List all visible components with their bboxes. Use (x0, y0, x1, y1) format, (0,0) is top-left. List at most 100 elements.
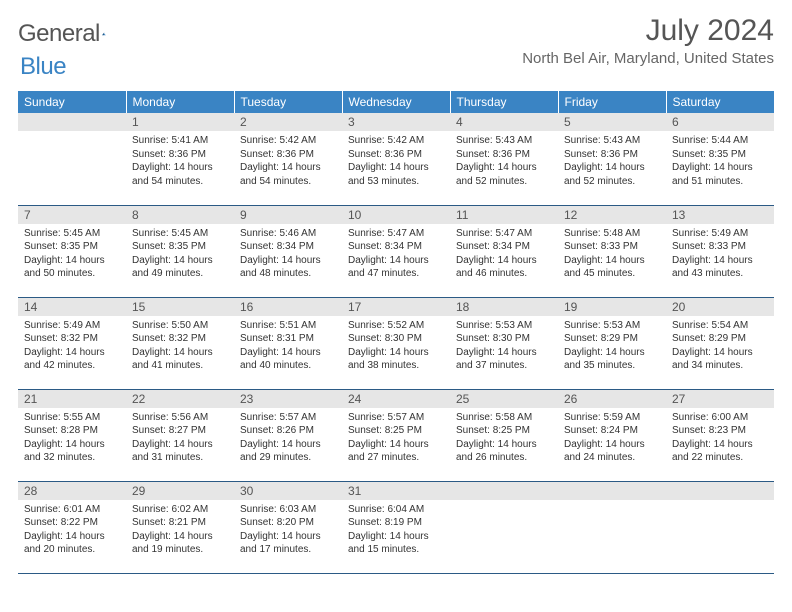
day-body: Sunrise: 5:54 AMSunset: 8:29 PMDaylight:… (666, 316, 774, 377)
day-body: Sunrise: 5:47 AMSunset: 8:34 PMDaylight:… (342, 224, 450, 285)
day-body: Sunrise: 5:59 AMSunset: 8:24 PMDaylight:… (558, 408, 666, 469)
calendar-cell: 28Sunrise: 6:01 AMSunset: 8:22 PMDayligh… (18, 481, 126, 573)
calendar-cell: 5Sunrise: 5:43 AMSunset: 8:36 PMDaylight… (558, 113, 666, 205)
month-title: July 2024 (522, 14, 774, 48)
weekday-row: SundayMondayTuesdayWednesdayThursdayFrid… (18, 91, 774, 113)
day-body: Sunrise: 5:48 AMSunset: 8:33 PMDaylight:… (558, 224, 666, 285)
day-body: Sunrise: 5:52 AMSunset: 8:30 PMDaylight:… (342, 316, 450, 377)
day-number: 28 (18, 482, 126, 500)
day-body: Sunrise: 5:51 AMSunset: 8:31 PMDaylight:… (234, 316, 342, 377)
day-body: Sunrise: 5:53 AMSunset: 8:29 PMDaylight:… (558, 316, 666, 377)
day-number: 23 (234, 390, 342, 408)
day-number: 29 (126, 482, 234, 500)
day-number (558, 482, 666, 500)
calendar-cell: 31Sunrise: 6:04 AMSunset: 8:19 PMDayligh… (342, 481, 450, 573)
day-number: 1 (126, 113, 234, 131)
day-body: Sunrise: 6:03 AMSunset: 8:20 PMDaylight:… (234, 500, 342, 561)
calendar-cell: 2Sunrise: 5:42 AMSunset: 8:36 PMDaylight… (234, 113, 342, 205)
calendar-cell (666, 481, 774, 573)
calendar-cell: 12Sunrise: 5:48 AMSunset: 8:33 PMDayligh… (558, 205, 666, 297)
calendar-cell: 21Sunrise: 5:55 AMSunset: 8:28 PMDayligh… (18, 389, 126, 481)
day-body: Sunrise: 5:42 AMSunset: 8:36 PMDaylight:… (234, 131, 342, 192)
calendar-cell: 9Sunrise: 5:46 AMSunset: 8:34 PMDaylight… (234, 205, 342, 297)
day-number: 10 (342, 206, 450, 224)
weekday-header: Thursday (450, 91, 558, 113)
day-body: Sunrise: 5:41 AMSunset: 8:36 PMDaylight:… (126, 131, 234, 192)
day-number: 22 (126, 390, 234, 408)
logo-triangle-icon (102, 25, 106, 43)
calendar-cell: 8Sunrise: 5:45 AMSunset: 8:35 PMDaylight… (126, 205, 234, 297)
calendar-cell: 16Sunrise: 5:51 AMSunset: 8:31 PMDayligh… (234, 297, 342, 389)
day-number: 12 (558, 206, 666, 224)
logo: General (18, 14, 126, 48)
calendar-cell: 27Sunrise: 6:00 AMSunset: 8:23 PMDayligh… (666, 389, 774, 481)
day-body: Sunrise: 6:00 AMSunset: 8:23 PMDaylight:… (666, 408, 774, 469)
day-number (450, 482, 558, 500)
day-number (18, 113, 126, 131)
calendar-cell: 17Sunrise: 5:52 AMSunset: 8:30 PMDayligh… (342, 297, 450, 389)
logo-general: General (18, 20, 100, 48)
calendar-cell: 6Sunrise: 5:44 AMSunset: 8:35 PMDaylight… (666, 113, 774, 205)
day-number: 15 (126, 298, 234, 316)
weekday-header: Wednesday (342, 91, 450, 113)
day-number: 16 (234, 298, 342, 316)
calendar-cell: 29Sunrise: 6:02 AMSunset: 8:21 PMDayligh… (126, 481, 234, 573)
calendar-cell: 25Sunrise: 5:58 AMSunset: 8:25 PMDayligh… (450, 389, 558, 481)
day-number: 24 (342, 390, 450, 408)
day-body: Sunrise: 5:56 AMSunset: 8:27 PMDaylight:… (126, 408, 234, 469)
day-number: 8 (126, 206, 234, 224)
day-body: Sunrise: 5:42 AMSunset: 8:36 PMDaylight:… (342, 131, 450, 192)
day-number: 3 (342, 113, 450, 131)
day-number: 27 (666, 390, 774, 408)
calendar-cell: 24Sunrise: 5:57 AMSunset: 8:25 PMDayligh… (342, 389, 450, 481)
calendar-cell: 13Sunrise: 5:49 AMSunset: 8:33 PMDayligh… (666, 205, 774, 297)
day-number: 19 (558, 298, 666, 316)
day-number: 2 (234, 113, 342, 131)
day-body: Sunrise: 5:43 AMSunset: 8:36 PMDaylight:… (450, 131, 558, 192)
day-body: Sunrise: 5:45 AMSunset: 8:35 PMDaylight:… (18, 224, 126, 285)
calendar-cell: 7Sunrise: 5:45 AMSunset: 8:35 PMDaylight… (18, 205, 126, 297)
calendar-cell: 15Sunrise: 5:50 AMSunset: 8:32 PMDayligh… (126, 297, 234, 389)
location: North Bel Air, Maryland, United States (522, 50, 774, 67)
calendar-cell: 20Sunrise: 5:54 AMSunset: 8:29 PMDayligh… (666, 297, 774, 389)
day-body: Sunrise: 5:53 AMSunset: 8:30 PMDaylight:… (450, 316, 558, 377)
day-body: Sunrise: 5:57 AMSunset: 8:26 PMDaylight:… (234, 408, 342, 469)
day-number: 7 (18, 206, 126, 224)
day-number: 26 (558, 390, 666, 408)
day-number: 11 (450, 206, 558, 224)
weekday-header: Tuesday (234, 91, 342, 113)
day-number: 4 (450, 113, 558, 131)
day-number: 17 (342, 298, 450, 316)
calendar-cell: 10Sunrise: 5:47 AMSunset: 8:34 PMDayligh… (342, 205, 450, 297)
day-number: 20 (666, 298, 774, 316)
day-body: Sunrise: 5:44 AMSunset: 8:35 PMDaylight:… (666, 131, 774, 192)
day-body: Sunrise: 5:46 AMSunset: 8:34 PMDaylight:… (234, 224, 342, 285)
day-body: Sunrise: 5:49 AMSunset: 8:32 PMDaylight:… (18, 316, 126, 377)
calendar-cell (558, 481, 666, 573)
day-body: Sunrise: 6:02 AMSunset: 8:21 PMDaylight:… (126, 500, 234, 561)
weekday-header: Saturday (666, 91, 774, 113)
day-number: 6 (666, 113, 774, 131)
day-body: Sunrise: 5:50 AMSunset: 8:32 PMDaylight:… (126, 316, 234, 377)
day-body: Sunrise: 5:45 AMSunset: 8:35 PMDaylight:… (126, 224, 234, 285)
day-number: 9 (234, 206, 342, 224)
calendar-cell: 19Sunrise: 5:53 AMSunset: 8:29 PMDayligh… (558, 297, 666, 389)
calendar-cell: 22Sunrise: 5:56 AMSunset: 8:27 PMDayligh… (126, 389, 234, 481)
day-number: 5 (558, 113, 666, 131)
logo-blue: Blue (20, 53, 66, 81)
day-number: 14 (18, 298, 126, 316)
day-number: 13 (666, 206, 774, 224)
calendar-cell: 26Sunrise: 5:59 AMSunset: 8:24 PMDayligh… (558, 389, 666, 481)
calendar-table: SundayMondayTuesdayWednesdayThursdayFrid… (18, 91, 774, 574)
calendar-cell: 23Sunrise: 5:57 AMSunset: 8:26 PMDayligh… (234, 389, 342, 481)
day-body: Sunrise: 5:58 AMSunset: 8:25 PMDaylight:… (450, 408, 558, 469)
weekday-header: Friday (558, 91, 666, 113)
calendar-body: 1Sunrise: 5:41 AMSunset: 8:36 PMDaylight… (18, 113, 774, 573)
day-body: Sunrise: 5:55 AMSunset: 8:28 PMDaylight:… (18, 408, 126, 469)
calendar-cell: 18Sunrise: 5:53 AMSunset: 8:30 PMDayligh… (450, 297, 558, 389)
day-body: Sunrise: 6:04 AMSunset: 8:19 PMDaylight:… (342, 500, 450, 561)
calendar-cell: 4Sunrise: 5:43 AMSunset: 8:36 PMDaylight… (450, 113, 558, 205)
day-number: 30 (234, 482, 342, 500)
day-body: Sunrise: 5:57 AMSunset: 8:25 PMDaylight:… (342, 408, 450, 469)
day-number: 18 (450, 298, 558, 316)
